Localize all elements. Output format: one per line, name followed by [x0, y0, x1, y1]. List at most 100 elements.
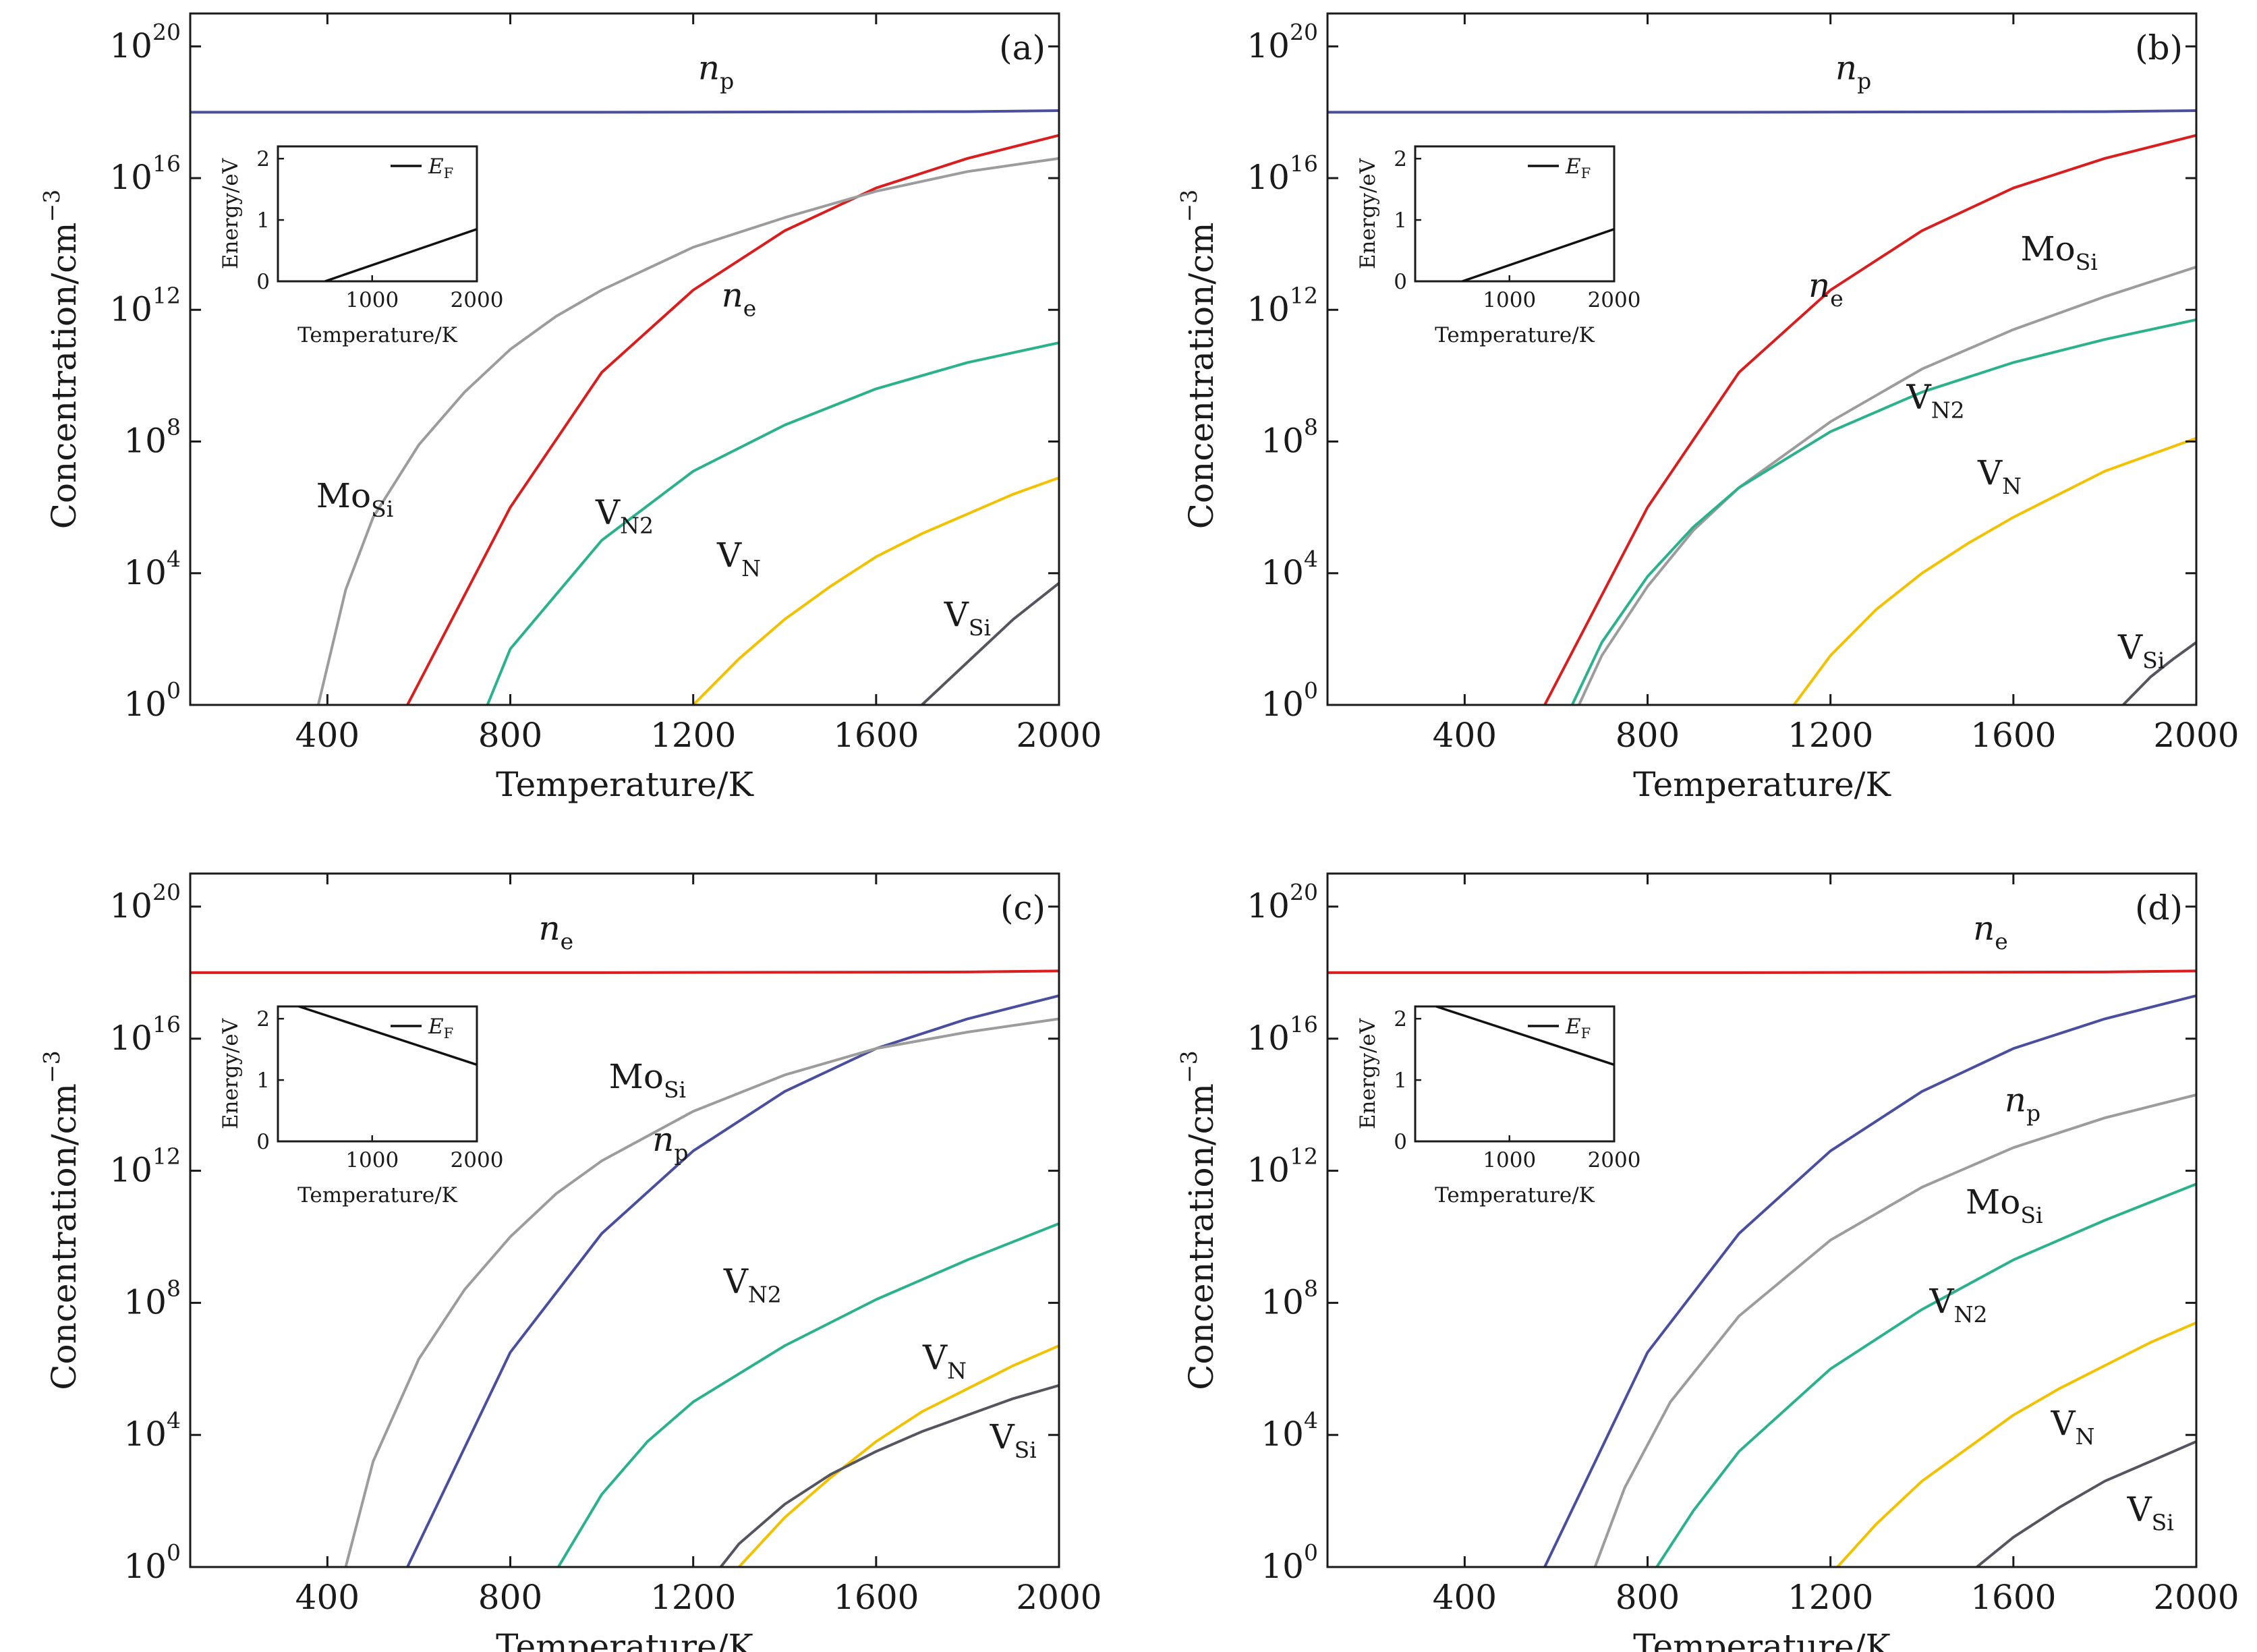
- series-line-np: [1543, 994, 2196, 1567]
- y-tick-label: 1020: [1247, 19, 1318, 65]
- inset-chart: 1000 2000 0 1 2 EF Temperature/K Energy/eV: [219, 145, 504, 347]
- inset-y-tick-label: 1: [1394, 1069, 1407, 1093]
- x-axis-title: Temperature/K: [1633, 1627, 1891, 1652]
- curve-label-VN: VN: [1977, 453, 2022, 499]
- curve-label-VSi: VSi: [2127, 1489, 2174, 1535]
- series-line-VSi: [1975, 1440, 2196, 1567]
- x-tick-label: 2000: [2153, 716, 2239, 755]
- inset-y-tick-label: 1: [256, 208, 270, 233]
- curve-label-ne: ne: [1808, 266, 1844, 312]
- series-line-VN: [691, 476, 1059, 705]
- inset-y-tick-label: 0: [1394, 1130, 1407, 1154]
- curve-label-MoSi: MoSi: [1966, 1183, 2042, 1228]
- y-tick-label: 100: [1261, 1539, 1318, 1586]
- inset-y-tick-label: 0: [256, 270, 270, 294]
- inset-x-tick-label: 2000: [451, 1148, 504, 1172]
- inset-series-line-EF: [1435, 1005, 1615, 1066]
- y-tick-label: 1016: [1247, 1011, 1318, 1058]
- inset-x-tick-label: 1000: [345, 1148, 399, 1172]
- series-line-ne: [406, 134, 1059, 705]
- inset-y-tick-label: 1: [256, 1069, 270, 1093]
- curve-label-VN: VN: [716, 536, 761, 581]
- curve-label-ne: ne: [538, 909, 573, 955]
- inset-frame: [277, 1005, 478, 1143]
- plot-frame: [189, 872, 1060, 1568]
- chart-panel: 400 800 1200 1600 2000 100 104 108 1012 1016 1020 T…: [38, 12, 1102, 804]
- curve-label-VN2: VN2: [595, 493, 654, 539]
- series-line-VN: [1835, 1321, 2196, 1567]
- x-tick-label: 400: [1433, 716, 1497, 755]
- inset-legend-label: EF: [1565, 1015, 1591, 1042]
- x-tick-label: 1600: [1970, 1578, 2056, 1617]
- inset-series-line-EF: [298, 1005, 478, 1066]
- inset-chart: 1000 2000 0 1 2 EF Temperature/K Energy/eV: [1356, 145, 1641, 347]
- chart-panel: 400 800 1200 1600 2000 100 104 108 1012 1016 1020 T…: [1176, 12, 2239, 804]
- x-tick-label: 400: [295, 1578, 360, 1617]
- y-tick-label: 108: [1261, 1275, 1318, 1321]
- series-line-VSi: [920, 581, 1059, 705]
- series-line-MoSi: [1593, 1093, 2196, 1567]
- inset-y-axis-title: Energy/eV: [219, 158, 243, 269]
- y-tick-label: 104: [1261, 546, 1318, 592]
- y-axis-title: Concentration/cm−3: [38, 1050, 84, 1390]
- series-line-VN2: [556, 1222, 1059, 1567]
- x-axis-title: Temperature/K: [496, 1627, 754, 1652]
- x-tick-label: 1200: [650, 1578, 736, 1617]
- inset-x-tick-label: 1000: [1483, 1148, 1536, 1172]
- inset-x-tick-label: 2000: [451, 288, 504, 312]
- inset-y-tick-label: 2: [256, 1007, 270, 1031]
- y-tick-label: 108: [123, 414, 181, 461]
- panel-label: (b): [2135, 28, 2183, 67]
- panel-label: (d): [2135, 888, 2183, 928]
- curve-label-ne: ne: [1973, 909, 2008, 955]
- x-axis-title: Temperature/K: [1633, 765, 1891, 804]
- series-group: [1327, 109, 2196, 705]
- curve-label-np: np: [652, 1120, 688, 1166]
- inset-x-axis-title: Temperature/K: [1435, 1183, 1595, 1207]
- curve-label-MoSi: MoSi: [2020, 229, 2097, 275]
- series-line-ne: [190, 969, 1059, 974]
- inset-y-axis-title: Energy/eV: [219, 1018, 243, 1129]
- x-tick-label: 1200: [1788, 716, 1873, 755]
- series-line-np: [406, 994, 1059, 1567]
- series-line-np: [1327, 109, 2196, 114]
- y-tick-label: 1012: [1247, 282, 1318, 329]
- inset-x-tick-label: 1000: [345, 288, 399, 312]
- series-line-ne: [1543, 134, 2196, 705]
- y-tick-label: 1012: [1247, 1143, 1318, 1190]
- x-tick-label: 800: [478, 1578, 542, 1617]
- y-tick-label: 1020: [109, 19, 181, 65]
- curve-label-MoSi: MoSi: [609, 1057, 686, 1103]
- x-tick-label: 1600: [833, 1578, 919, 1617]
- series-line-VN2: [1655, 1183, 2196, 1567]
- y-tick-label: 1012: [109, 282, 181, 329]
- x-tick-label: 1600: [1970, 716, 2056, 755]
- inset-series-line-EF: [1462, 228, 1615, 283]
- y-tick-label: 108: [123, 1275, 181, 1321]
- x-axis-title: Temperature/K: [496, 765, 754, 804]
- inset-y-axis-title: Energy/eV: [1356, 158, 1380, 269]
- curve-label-VN2: VN2: [723, 1262, 782, 1308]
- y-tick-label: 1020: [1247, 879, 1318, 925]
- series-line-VSi: [2121, 641, 2196, 705]
- series-line-MoSi: [316, 156, 1059, 705]
- x-tick-label: 2000: [1016, 1578, 1102, 1617]
- inset-x-axis-title: Temperature/K: [297, 323, 458, 347]
- y-tick-label: 1016: [109, 150, 181, 197]
- series-line-VN: [1792, 436, 2196, 705]
- series-line-VN2: [486, 341, 1059, 705]
- plot-frame: [1326, 12, 2198, 706]
- inset-x-tick-label: 2000: [1588, 288, 1641, 312]
- series-line-MoSi: [1577, 265, 2196, 705]
- y-tick-label: 108: [1261, 414, 1318, 461]
- inset-y-tick-label: 1: [1394, 208, 1407, 233]
- series-line-ne: [1327, 969, 2196, 974]
- inset-y-tick-label: 0: [1394, 270, 1407, 294]
- x-tick-label: 1600: [833, 716, 919, 755]
- x-tick-label: 400: [295, 716, 360, 755]
- series-line-VSi: [719, 1384, 1059, 1567]
- plot-frame: [189, 12, 1060, 706]
- inset-legend-label: EF: [428, 1015, 453, 1042]
- curve-label-ne: ne: [722, 275, 757, 321]
